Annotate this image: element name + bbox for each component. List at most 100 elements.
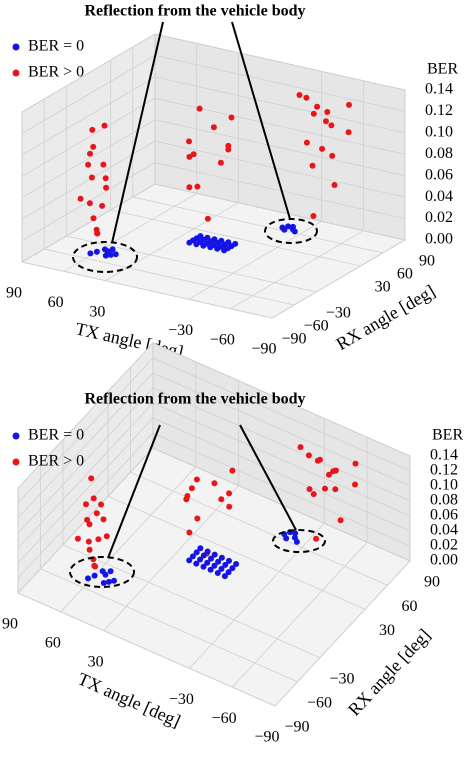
data-point — [218, 237, 225, 244]
data-point — [188, 485, 195, 492]
data-point — [85, 161, 92, 168]
data-point — [229, 467, 236, 474]
y-tick-label: 30 — [379, 622, 395, 639]
data-point — [309, 162, 316, 169]
y-tick-label: 90 — [419, 253, 435, 270]
data-point — [332, 486, 339, 493]
data-point — [77, 195, 84, 202]
panel: 906030−30−60−90−90−60−303060900.000.020.… — [6, 3, 458, 362]
data-point — [226, 503, 233, 510]
data-point — [352, 481, 358, 488]
y-tick-label: 30 — [375, 279, 391, 296]
z-tick-label: 0.10 — [425, 124, 453, 141]
z-tick-label: 0.06 — [425, 166, 453, 183]
data-point — [103, 184, 110, 191]
data-point — [102, 252, 109, 259]
data-point — [86, 546, 93, 553]
z-tick-label: 0.12 — [425, 102, 453, 119]
z-tick-label: 0.14 — [425, 81, 453, 98]
data-point — [74, 535, 81, 542]
grid-line — [17, 357, 411, 504]
data-point — [207, 566, 214, 573]
data-point — [345, 129, 352, 136]
data-point — [291, 228, 298, 235]
annotation-line — [111, 21, 164, 244]
data-point — [90, 215, 97, 222]
legend-label: BER > 0 — [28, 64, 84, 81]
data-point — [91, 572, 98, 579]
grid-line — [17, 387, 411, 534]
legend-label: BER = 0 — [28, 427, 84, 444]
data-point — [228, 114, 235, 121]
data-point — [233, 561, 240, 567]
data-point — [211, 480, 218, 487]
data-point — [296, 92, 303, 98]
data-point — [93, 510, 100, 517]
data-point — [204, 234, 211, 241]
data-point — [204, 559, 211, 566]
data-point — [84, 516, 91, 523]
data-point — [222, 561, 229, 568]
legend-marker — [12, 458, 20, 466]
grid-line — [17, 402, 411, 549]
annotation-line — [107, 424, 161, 559]
z-tick-label: 0.08 — [430, 492, 458, 509]
data-point — [314, 103, 321, 110]
data-point — [95, 536, 102, 543]
data-point — [200, 552, 207, 559]
data-point — [102, 175, 109, 182]
data-point — [226, 490, 232, 497]
data-point — [186, 184, 193, 191]
data-point — [293, 538, 300, 545]
x-tick-label: −60 — [212, 710, 237, 727]
x-tick-label: −30 — [169, 691, 194, 708]
data-point — [94, 230, 101, 237]
data-point — [324, 109, 331, 115]
data-point — [107, 568, 114, 575]
x-axis-label: TX angle [deg] — [75, 669, 184, 732]
data-point — [303, 139, 310, 146]
legend-label: BER > 0 — [28, 453, 84, 470]
x-tick-label: 30 — [89, 303, 105, 320]
data-point — [210, 124, 217, 131]
chart-title: Reflection from the vehicle body — [85, 391, 306, 408]
z-tick-label: 0.06 — [430, 507, 458, 524]
data-point — [204, 548, 211, 555]
grid-line — [17, 447, 411, 594]
highlight-ellipse — [272, 529, 326, 553]
data-point — [211, 236, 218, 243]
highlight-ellipse — [69, 556, 135, 588]
data-point — [229, 565, 236, 572]
data-point — [225, 569, 232, 576]
data-point — [112, 251, 119, 258]
data-point — [218, 496, 225, 503]
data-point — [211, 562, 218, 569]
z-tick-label: 0.08 — [425, 145, 453, 162]
data-point — [310, 491, 317, 498]
y-tick-label: −90 — [284, 719, 309, 736]
x-tick-label: 60 — [48, 294, 64, 311]
highlight-ellipse — [264, 218, 318, 244]
y-tick-label: −60 — [304, 318, 329, 335]
z-tick-label: 0.10 — [430, 477, 458, 494]
data-point — [89, 126, 96, 133]
data-point — [183, 496, 190, 503]
data-point — [90, 143, 97, 150]
data-point — [189, 553, 196, 560]
data-point — [297, 444, 304, 451]
data-point — [186, 138, 192, 145]
data-point — [99, 202, 106, 209]
data-point — [303, 94, 310, 101]
data-point — [186, 529, 193, 536]
grid-line — [21, 76, 406, 156]
data-point — [232, 240, 239, 247]
grid-line — [17, 432, 411, 579]
legend-marker — [12, 432, 20, 440]
z-tick-label: 0.00 — [430, 552, 458, 569]
data-point — [109, 246, 116, 253]
data-point — [306, 486, 313, 493]
data-point — [331, 182, 338, 188]
data-point — [93, 248, 100, 255]
legend-label: BER = 0 — [28, 38, 84, 55]
data-point — [290, 223, 296, 230]
